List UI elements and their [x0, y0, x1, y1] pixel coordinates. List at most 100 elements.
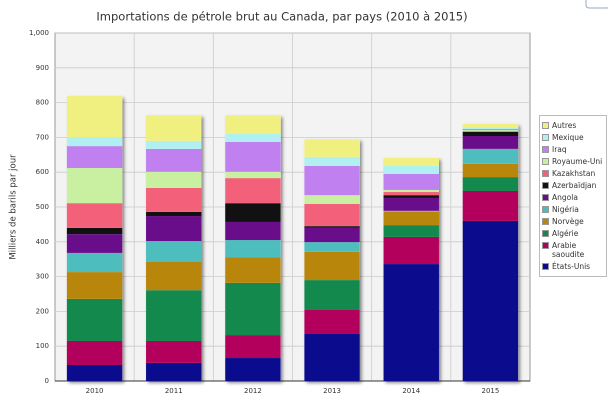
legend-label: Iraq — [552, 145, 567, 154]
bar-segment — [383, 173, 439, 190]
menu-button[interactable] — [585, 0, 608, 9]
bar-segment — [462, 163, 519, 178]
legend-item[interactable]: Arabie saoudite — [542, 241, 604, 259]
bar-segment — [225, 358, 281, 381]
bar-segment — [304, 139, 360, 157]
y-tick-label: 800 — [36, 99, 49, 107]
bar-segment — [304, 156, 360, 166]
bar-segment — [146, 216, 202, 242]
y-tick-label: 900 — [36, 64, 49, 72]
legend-item[interactable]: Mexique — [542, 133, 604, 142]
bar-segment — [304, 165, 360, 196]
legend-label: Azerbaïdjan — [552, 181, 597, 190]
x-tick-label: 2013 — [323, 387, 341, 395]
y-tick-label: 600 — [36, 168, 49, 176]
legend-swatch — [542, 182, 549, 189]
legend-item[interactable]: Norvège — [542, 217, 604, 226]
bar-segment — [304, 195, 360, 204]
bar-segment — [146, 187, 202, 212]
bar-segment — [66, 252, 123, 273]
bar-segment — [304, 227, 360, 243]
y-tick-label: 500 — [36, 203, 49, 211]
bar-segment — [66, 272, 123, 299]
legend-swatch — [542, 206, 549, 213]
legend-swatch — [542, 146, 549, 153]
legend-item[interactable]: Royaume-Uni — [542, 157, 604, 166]
legend-swatch — [542, 134, 549, 141]
legend-swatch — [542, 194, 549, 201]
bar-segment — [462, 148, 519, 164]
bar-segment — [66, 95, 123, 138]
y-tick-label: 0 — [45, 377, 49, 385]
bar-segment — [383, 225, 439, 237]
legend-swatch — [542, 170, 549, 177]
bar-segment — [383, 157, 439, 166]
bar-segment — [66, 146, 123, 169]
bar-segment — [304, 203, 360, 227]
bar-segment — [66, 364, 123, 381]
bar-segment — [146, 340, 202, 363]
legend-label: Algérie — [552, 229, 579, 238]
bar-segment — [66, 234, 123, 253]
y-tick-label: 200 — [36, 307, 49, 315]
y-axis-label: Milliers de barils par jour — [9, 154, 19, 260]
legend-label: Arabie saoudite — [552, 241, 585, 259]
legend-item[interactable]: Nigéria — [542, 205, 604, 214]
chart-title: Importations de pétrole brut au Canada, … — [96, 10, 467, 24]
legend: Autres Mexique Iraq Royaume-Uni Kazakhstan Az… — [539, 115, 607, 277]
y-tick-label: 400 — [36, 238, 49, 246]
bar-segment — [66, 137, 123, 147]
bar-segment — [225, 221, 281, 241]
bar-segment — [462, 177, 519, 191]
x-tick-label: 2012 — [244, 387, 262, 395]
legend-item[interactable]: Angola — [542, 193, 604, 202]
legend-item[interactable]: Azerbaïdjan — [542, 181, 604, 190]
bar-segment — [225, 257, 281, 283]
y-tick-label: 300 — [36, 273, 49, 281]
x-tick-label: 2014 — [402, 387, 420, 395]
bar-segment — [225, 240, 281, 258]
bar-segment — [225, 282, 281, 336]
y-tick-label: 700 — [36, 133, 49, 141]
bar-segment — [383, 211, 439, 226]
bar-segment — [383, 165, 439, 174]
bar-segment — [304, 242, 360, 252]
legend-label: Royaume-Uni — [552, 157, 603, 166]
legend-item[interactable]: Algérie — [542, 229, 604, 238]
bar-segment — [462, 220, 519, 381]
bar-segment — [462, 136, 519, 149]
legend-label: Norvège — [552, 217, 584, 226]
bar-segment — [146, 140, 202, 149]
bar-segment — [225, 171, 281, 179]
legend-swatch — [542, 122, 549, 129]
bar-segment — [146, 261, 202, 291]
bar-segment — [304, 280, 360, 311]
legend-label: Angola — [552, 193, 578, 202]
bar-segment — [462, 131, 519, 137]
legend-item[interactable]: Iraq — [542, 145, 604, 154]
bar-segment — [462, 123, 519, 129]
bar-segment — [225, 178, 281, 204]
legend-item[interactable]: Autres — [542, 121, 604, 130]
bar-segment — [146, 290, 202, 341]
bar-segment — [462, 129, 519, 131]
legend-swatch — [542, 230, 549, 237]
bar-segment — [146, 362, 202, 381]
y-tick-label: 100 — [36, 342, 49, 350]
legend-label: Nigéria — [552, 205, 579, 214]
bar-segment — [462, 131, 519, 132]
legend-item[interactable]: Kazakhstan — [542, 169, 604, 178]
legend-item[interactable]: États-Unis — [542, 262, 604, 271]
legend-label: Kazakhstan — [552, 169, 596, 178]
bar-segment — [66, 168, 123, 204]
legend-label: États-Unis — [552, 262, 591, 271]
legend-label: Mexique — [552, 133, 584, 142]
legend-swatch — [542, 242, 549, 249]
x-tick-label: 2015 — [482, 387, 500, 395]
bar-segment — [462, 130, 519, 132]
bar-segment — [383, 236, 439, 265]
bar-segment — [66, 227, 123, 235]
bar-segment — [146, 241, 202, 262]
legend-swatch — [542, 218, 549, 225]
